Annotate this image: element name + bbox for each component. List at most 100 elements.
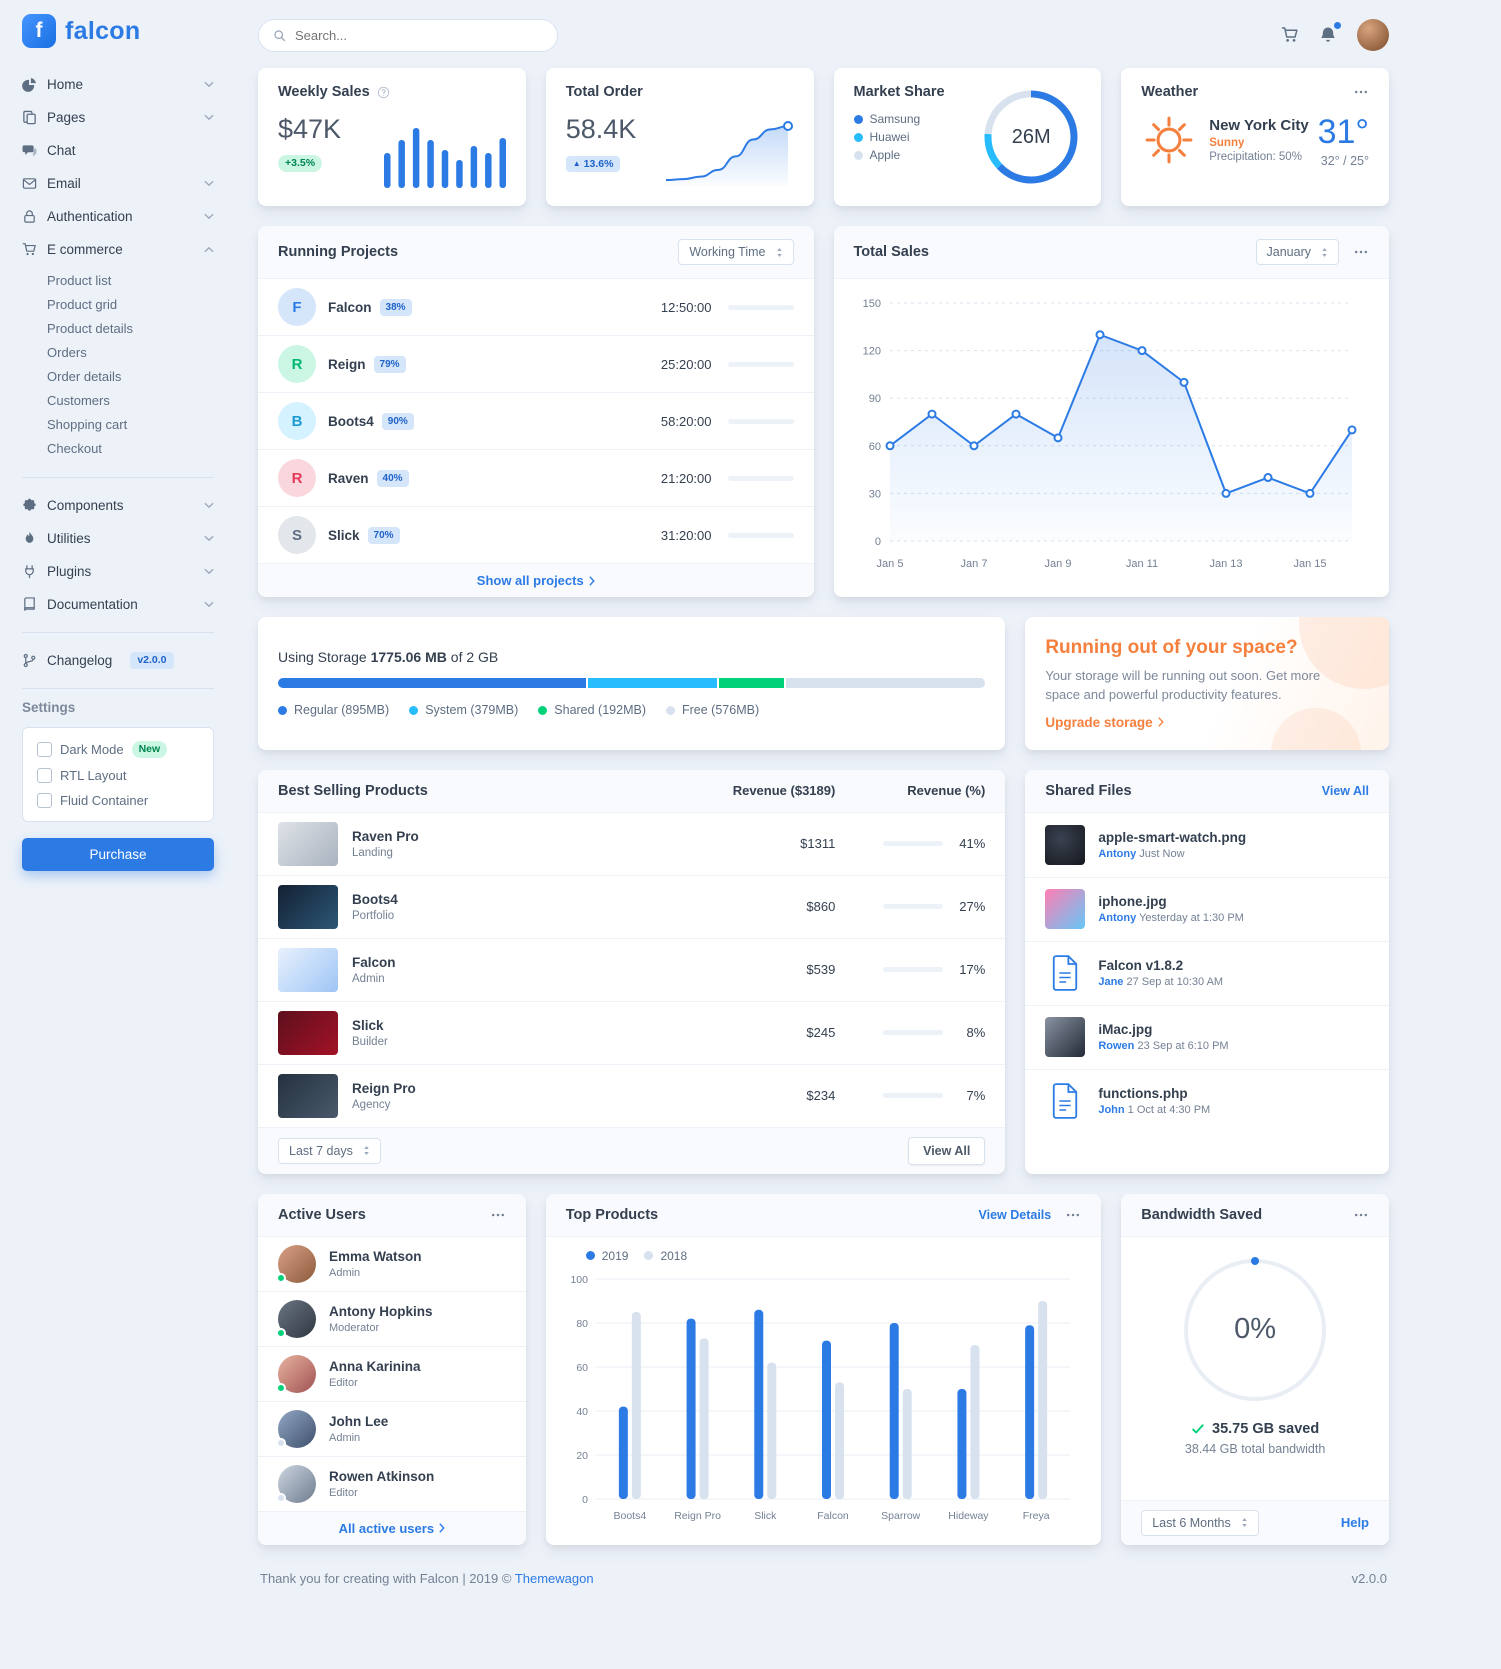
product-thumbnail[interactable]: [278, 1073, 338, 1118]
product-thumbnail[interactable]: [278, 821, 338, 866]
sidebar-item[interactable]: E commerce: [22, 233, 214, 266]
user-name[interactable]: Emma Watson: [329, 1248, 422, 1264]
search-input[interactable]: [295, 27, 543, 43]
project-name[interactable]: Falcon: [328, 299, 372, 315]
sidebar-item[interactable]: Components: [22, 489, 214, 522]
checkbox[interactable]: [37, 767, 52, 783]
user-name[interactable]: Antony Hopkins: [329, 1303, 433, 1319]
file-document-icon[interactable]: [1051, 1083, 1079, 1119]
product-name[interactable]: Falcon: [352, 954, 396, 970]
sidebar-subitem[interactable]: Product details: [47, 320, 133, 336]
top-products-menu-button[interactable]: [1065, 1207, 1081, 1223]
weather-menu-button[interactable]: [1353, 84, 1369, 100]
product-name[interactable]: Raven Pro: [352, 828, 419, 844]
working-time-select[interactable]: Working Time: [678, 239, 794, 265]
file-author[interactable]: John: [1098, 1104, 1125, 1117]
file-name[interactable]: iphone.jpg: [1098, 894, 1167, 910]
sidebar-item[interactable]: Chat: [22, 134, 214, 167]
sidebar-subitem[interactable]: Checkout: [47, 440, 102, 456]
file-name[interactable]: Falcon v1.8.2: [1098, 958, 1184, 974]
avatar[interactable]: [276, 1464, 316, 1503]
file-thumbnail[interactable]: [1045, 1017, 1086, 1058]
question-circle-icon[interactable]: [377, 86, 390, 99]
sidebar-subitem[interactable]: Customers: [47, 392, 110, 408]
sidebar-item[interactable]: Documentation: [22, 588, 214, 621]
user-name[interactable]: Rowen Atkinson: [329, 1468, 435, 1484]
months-select[interactable]: Last 6 Months: [1141, 1509, 1259, 1536]
cart-button[interactable]: [1281, 26, 1299, 44]
file-thumbnail[interactable]: [1045, 824, 1086, 865]
file-name[interactable]: iMac.jpg: [1098, 1022, 1153, 1038]
legend-item[interactable]: Apple: [853, 148, 1082, 162]
settings-option[interactable]: RTL Layout: [37, 767, 199, 783]
legend-item[interactable]: Samsung: [853, 112, 1082, 126]
settings-option[interactable]: Fluid Container: [37, 792, 199, 808]
upgrade-storage-link[interactable]: Upgrade storage: [1045, 715, 1369, 730]
show-all-projects-link[interactable]: Show all projects: [477, 573, 595, 588]
help-link[interactable]: Help: [1340, 1515, 1369, 1531]
product-name[interactable]: Reign Pro: [352, 1080, 416, 1096]
sidebar-item[interactable]: Pages: [22, 101, 214, 134]
sidebar-subitem[interactable]: Order details: [47, 368, 122, 384]
avatar[interactable]: [276, 1409, 316, 1448]
product-thumbnail[interactable]: [278, 884, 338, 929]
sidebar-item[interactable]: Authentication: [22, 200, 214, 233]
project-name[interactable]: Boots4: [328, 413, 374, 429]
project-name[interactable]: Slick: [328, 527, 360, 543]
product-name[interactable]: Boots4: [352, 891, 398, 907]
revenue-progress-bar: [883, 904, 944, 910]
sidebar-subitem[interactable]: Product list: [47, 272, 112, 288]
sidebar-item[interactable]: Utilities: [22, 522, 214, 555]
sidebar-item[interactable]: Email: [22, 167, 214, 200]
svg-text:Sparrow: Sparrow: [881, 1510, 921, 1522]
project-name[interactable]: Reign: [328, 356, 366, 372]
settings-option[interactable]: Dark Mode New: [37, 741, 199, 758]
date-range-select[interactable]: Last 7 days: [278, 1137, 381, 1164]
file-author[interactable]: Rowen: [1098, 1040, 1135, 1053]
file-name[interactable]: functions.php: [1098, 1086, 1188, 1102]
product-name[interactable]: Slick: [352, 1017, 384, 1033]
themewagon-link[interactable]: Themewagon: [514, 1570, 594, 1586]
sidebar-subitem[interactable]: Orders: [47, 344, 87, 360]
sidebar-item[interactable]: Home: [22, 68, 214, 101]
all-active-users-link[interactable]: All active users: [339, 1521, 445, 1536]
product-thumbnail[interactable]: [278, 947, 338, 992]
view-details-link[interactable]: View Details: [978, 1207, 1052, 1222]
notifications-button[interactable]: [1319, 22, 1341, 44]
legend-item[interactable]: 2018: [644, 1249, 687, 1263]
product-revenue: $539: [806, 962, 836, 978]
file-thumbnail[interactable]: [1045, 889, 1086, 930]
sidebar-item-changelog[interactable]: Changelog v2.0.0: [22, 644, 214, 677]
falcon-logo[interactable]: f falcon: [22, 14, 214, 48]
checkbox[interactable]: [37, 741, 52, 757]
legend-item[interactable]: Huawei: [853, 130, 1082, 144]
user-name[interactable]: Anna Karinina: [329, 1358, 421, 1374]
total-sales-menu-button[interactable]: [1353, 244, 1369, 260]
sidebar-subitem[interactable]: Product grid: [47, 296, 118, 312]
user-name[interactable]: John Lee: [329, 1413, 389, 1429]
avatar[interactable]: [276, 1244, 316, 1283]
topbar-actions: [1281, 19, 1389, 51]
user-avatar[interactable]: [1357, 19, 1389, 51]
file-document-icon[interactable]: [1051, 955, 1079, 991]
active-users-menu-button[interactable]: [490, 1207, 506, 1223]
avatar[interactable]: [276, 1299, 316, 1338]
product-thumbnail[interactable]: [278, 1010, 338, 1055]
bandwidth-menu-button[interactable]: [1353, 1207, 1369, 1223]
checkbox[interactable]: [37, 792, 52, 808]
shared-files-view-all-link[interactable]: View All: [1321, 783, 1369, 798]
purchase-button[interactable]: Purchase: [22, 837, 214, 871]
project-row: R Raven 40% 21:20:00: [258, 449, 814, 506]
sidebar-item[interactable]: Plugins: [22, 555, 214, 588]
file-author[interactable]: Antony: [1098, 912, 1137, 925]
project-name[interactable]: Raven: [328, 470, 369, 486]
file-author[interactable]: Jane: [1098, 976, 1124, 989]
sidebar-subitem[interactable]: Shopping cart: [47, 416, 128, 432]
month-select[interactable]: January: [1255, 239, 1339, 265]
view-all-button[interactable]: View All: [908, 1136, 986, 1165]
legend-item[interactable]: 2019: [585, 1249, 628, 1263]
file-name[interactable]: apple-smart-watch.png: [1098, 829, 1247, 845]
avatar[interactable]: [276, 1354, 316, 1393]
search-box[interactable]: [258, 18, 558, 52]
file-author[interactable]: Antony: [1098, 847, 1137, 860]
